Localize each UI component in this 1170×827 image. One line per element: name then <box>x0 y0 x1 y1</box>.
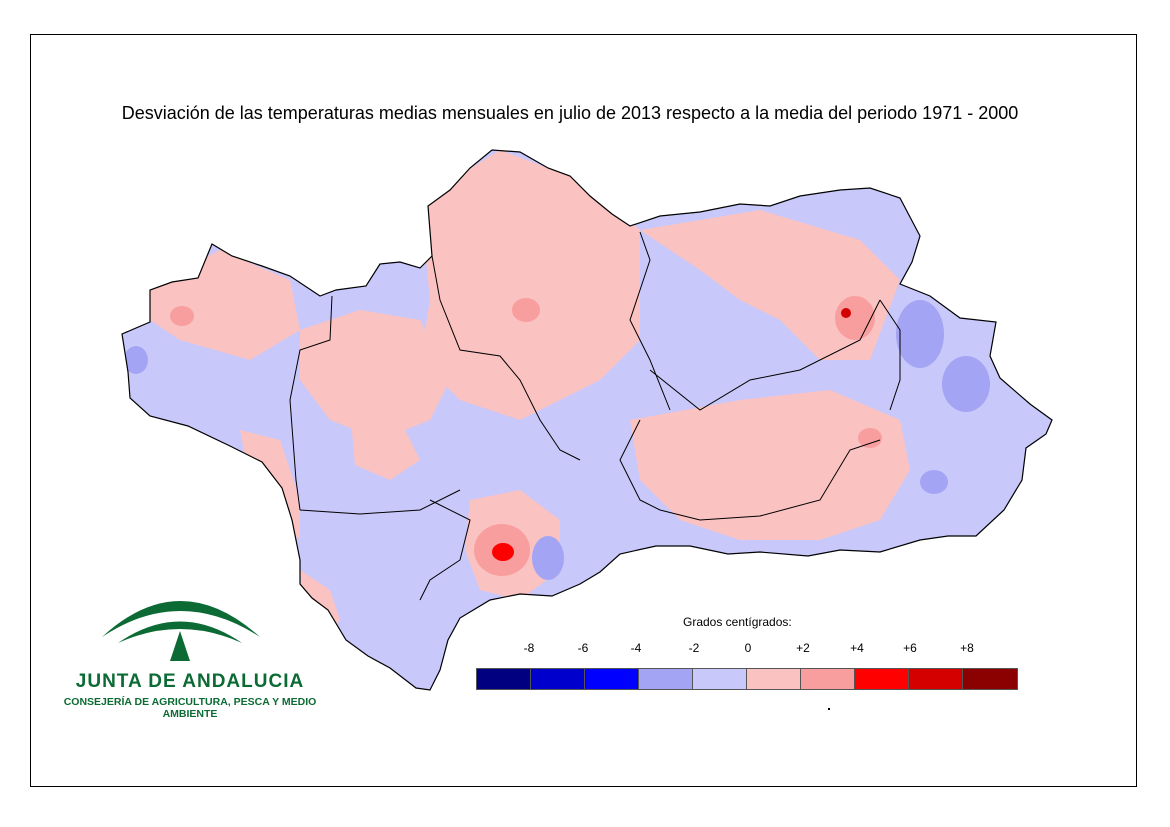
map-title: Desviación de las temperaturas medias me… <box>121 103 1019 123</box>
legend-swatch-5 <box>747 669 801 689</box>
map-frame <box>30 34 1137 787</box>
legend-swatch-6 <box>801 669 855 689</box>
hot-spot-jaen-east <box>841 308 851 318</box>
legend-tick-label: -4 <box>630 641 642 655</box>
province-boundaries <box>289 231 901 601</box>
warm-spot-3 <box>835 296 875 340</box>
legend-swatch-4 <box>693 669 747 689</box>
warm-zone-central <box>300 310 450 440</box>
legend-colorbar <box>476 668 1018 690</box>
legend-tick-label: 0 <box>744 641 752 655</box>
legend-tick-label: -2 <box>688 641 700 655</box>
junta-logo: JUNTA DE ANDALUCIA CONSEJERÍA DE AGRICUL… <box>40 575 340 720</box>
legend-tick-label: +8 <box>960 641 974 655</box>
warm-spot-2 <box>512 298 540 322</box>
logo-name: JUNTA DE ANDALUCIA <box>75 671 305 692</box>
legend-dot <box>828 708 830 710</box>
legend-tick-label: -8 <box>523 641 535 655</box>
warm-spot-1 <box>170 306 194 326</box>
legend-title: Grados centígrados: <box>683 615 792 629</box>
hot-spot-granada <box>492 543 514 561</box>
legend-swatch-8 <box>909 669 963 689</box>
legend-tick-label: +4 <box>850 641 864 655</box>
warm-zone-southeast <box>630 390 910 540</box>
warm-zone-east-north <box>640 210 900 360</box>
legend-swatch-1 <box>531 669 585 689</box>
legend-swatch-9 <box>963 669 1017 689</box>
logo-subtitle: CONSEJERÍA DE AGRICULTURA, PESCA Y MEDIO… <box>63 696 317 720</box>
junta-emblem-icon <box>102 601 260 661</box>
cool-spot-west <box>124 346 148 374</box>
warm-spot-5 <box>858 428 882 448</box>
legend-tick-label: +6 <box>903 641 917 655</box>
cool-spot-almeria-south <box>920 470 948 494</box>
legend-swatch-0 <box>477 669 531 689</box>
cool-spot-almeria-north <box>896 300 944 368</box>
legend-swatch-2 <box>585 669 639 689</box>
legend-swatch-3 <box>639 669 693 689</box>
legend-tick-label: -6 <box>577 641 589 655</box>
warm-zone-sevilla <box>350 410 420 480</box>
legend-tick-label: +2 <box>796 641 810 655</box>
cool-spot-granada <box>532 536 564 580</box>
cool-spot-almeria-east <box>942 356 990 412</box>
legend-swatch-7 <box>855 669 909 689</box>
